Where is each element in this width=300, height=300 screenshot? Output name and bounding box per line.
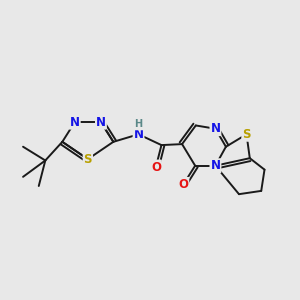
Text: S: S [242, 128, 251, 141]
Text: N: N [96, 116, 106, 129]
Text: H: H [134, 119, 142, 130]
Text: N: N [134, 128, 143, 141]
Text: S: S [84, 153, 92, 166]
Text: N: N [210, 159, 220, 172]
Text: O: O [178, 178, 188, 191]
Text: N: N [210, 122, 220, 135]
Text: N: N [70, 116, 80, 129]
Text: O: O [151, 160, 161, 173]
